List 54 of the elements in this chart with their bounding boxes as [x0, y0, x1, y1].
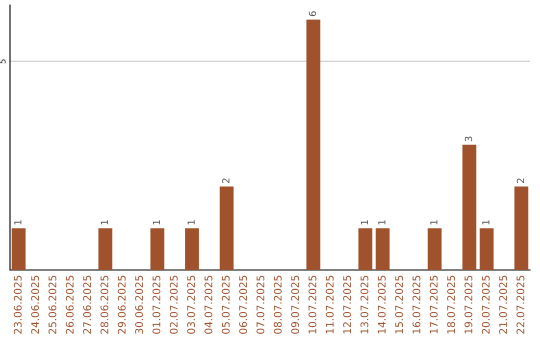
x-tick-label: 07.07.2025 — [256, 276, 264, 334]
x-tick-label: 12.07.2025 — [343, 276, 352, 334]
x-tick-label: 04.07.2025 — [204, 276, 212, 334]
x-tick-label: 03.07.2025 — [187, 276, 196, 334]
x-tick-label: 24.06.2025 — [31, 276, 40, 334]
data-label: 3 — [464, 136, 472, 142]
x-tick-label: 19.07.2025 — [464, 276, 472, 334]
data-label: 1 — [100, 220, 108, 224]
data-label: 1 — [188, 220, 195, 224]
x-tick-label: 09.07.2025 — [291, 276, 300, 334]
x-tick-label: 17.07.2025 — [430, 276, 438, 334]
data-label: 2 — [516, 178, 524, 184]
data-label: 6 — [308, 11, 316, 16]
x-tick-label: 23.06.2025 — [14, 276, 22, 334]
x-tick-label: 18.07.2025 — [447, 276, 456, 334]
x-tick-label: 16.07.2025 — [412, 276, 420, 334]
x-tick-label: 11.07.2025 — [326, 276, 334, 334]
data-label: 2 — [222, 178, 230, 184]
x-tick-label: 26.06.2025 — [66, 276, 74, 334]
bar — [220, 186, 234, 270]
x-tick-label: 22.07.2025 — [516, 276, 524, 334]
x-tick-label: 06.07.2025 — [239, 276, 248, 334]
data-label: 1 — [430, 220, 438, 224]
x-tick-label: 30.06.2025 — [135, 276, 144, 334]
data-label: 1 — [14, 220, 22, 224]
x-tick-label: 14.07.2025 — [378, 276, 386, 334]
x-tick-label: 13.07.2025 — [360, 276, 368, 334]
bar — [98, 228, 112, 270]
bar — [185, 228, 199, 270]
x-tick-label: 15.07.2025 — [395, 276, 404, 334]
x-tick-label: 29.06.2025 — [118, 276, 126, 334]
x-tick-label: 10.07.2025 — [308, 276, 316, 334]
bar — [428, 228, 442, 270]
bar — [480, 228, 494, 270]
data-label: 1 — [378, 220, 386, 224]
bar — [514, 186, 528, 270]
bar — [12, 228, 26, 270]
x-tick-label: 02.07.2025 — [170, 276, 178, 334]
x-tick-label: 08.07.2025 — [274, 276, 282, 334]
x-tick-label: 05.07.2025 — [222, 276, 230, 334]
data-label: 1 — [482, 220, 490, 224]
x-tick-label: 28.06.2025 — [100, 276, 108, 334]
bar — [376, 228, 390, 270]
x-tick-label: 01.07.2025 — [152, 276, 160, 334]
x-tick-label: 21.07.2025 — [499, 276, 508, 334]
data-label: 1 — [360, 220, 368, 224]
bar — [150, 228, 164, 270]
x-tick-label: 27.06.2025 — [83, 276, 92, 334]
bar — [358, 228, 372, 270]
x-tick-label: 25.06.2025 — [48, 276, 56, 334]
bar — [462, 144, 476, 270]
bar — [306, 20, 320, 270]
data-label: 1 — [152, 220, 160, 224]
x-tick-label: 20.07.2025 — [482, 276, 490, 334]
